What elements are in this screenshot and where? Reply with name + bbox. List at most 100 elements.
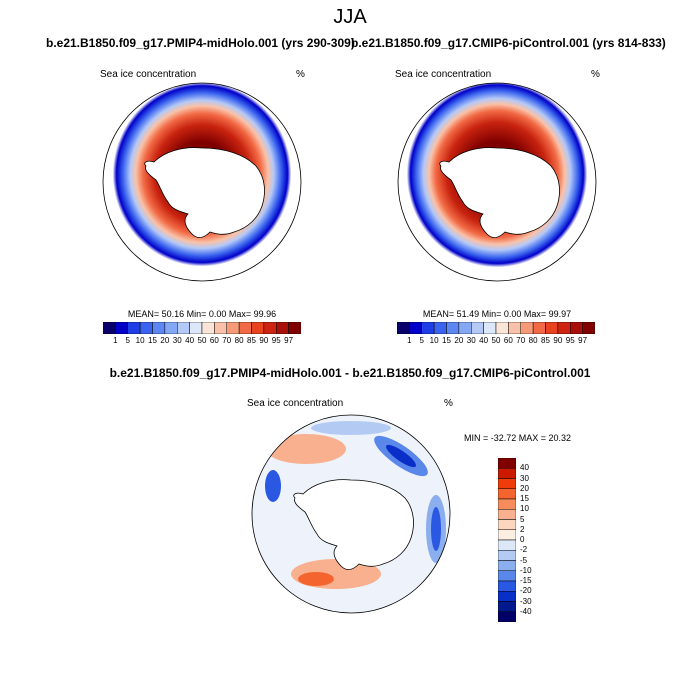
diff-colorbar-tick-label: -40 [520,606,532,616]
diff-colorbar-tick-label: -30 [520,596,532,606]
diff-stats: MIN = -32.72 MAX = 20.32 [464,433,572,443]
panel1-colorbar-swatch-14 [276,322,289,334]
diff-colorbar-swatch-1 [498,468,516,479]
panel1-title: b.e21.B1850.f09_g17.PMIP4-midHolo.001 (y… [46,36,355,50]
panel2-units-label: % [591,69,600,80]
panel1-colorbar-tick-label: 30 [172,336,182,345]
diff-colorbar-tick-label: -10 [520,565,532,575]
panel2-colorbar-swatch-7 [483,322,497,334]
panel2-colorbar-swatch-0 [397,322,410,334]
panel2-colorbar-tick-label: 97 [578,336,588,345]
diff-panel-title: b.e21.B1850.f09_g17.PMIP4-midHolo.001 - … [109,366,591,380]
panel2-colorbar-tick-label: 15 [442,336,451,345]
panel2-colorbar-swatch-2 [421,322,435,334]
panel2-colorbar-swatch-1 [409,322,422,334]
panel1-colorbar-tick-label: 50 [197,336,207,345]
panel2-map [397,82,597,282]
diff-variable-label: Sea ice concentration [247,398,344,409]
diff-colorbar-tick-label: 20 [520,483,529,493]
panel2-colorbar-tick-label: 30 [466,336,476,345]
panel2-colorbar-swatch-5 [458,322,472,334]
panel2-colorbar-swatch-13 [557,322,571,334]
diff-colorbar-tick-label: -15 [520,576,532,585]
panel1-colorbar-tick-label: 1 [113,336,118,345]
diff-units-label: % [444,398,453,409]
panel1-colorbar-tick-label: 40 [185,336,195,345]
panel1-colorbar-swatch-13 [263,322,277,334]
panel2-colorbar-tick-label: 85 [541,336,550,345]
diff-colorbar-swatch-5 [498,509,516,520]
panel2-stats: MEAN= 51.49 Min= 0.00 Max= 99.97 [422,309,572,319]
diff-colorbar-tick-label: -2 [520,545,528,555]
panel2-colorbar-swatch-11 [532,322,546,334]
panel1-map [102,82,302,282]
panel2-colorbar-ticks: 1 5 10 15 20 30 40 50 60 70 80 85 90 95 97 [397,336,595,348]
panel1-colorbar-swatch-11 [238,322,252,334]
panel2-antarctica-landmass [439,147,560,238]
diff-colorbar-swatch-7 [498,529,516,541]
panel2-colorbar-tick-label: 50 [491,336,501,345]
diff-colorbar-swatch-15 [498,611,516,622]
panel2-colorbar-tick-label: 1 [407,336,412,345]
panel1-colorbar-swatch-3 [139,322,153,334]
panel1-colorbar-tick-label: 85 [247,336,256,345]
panel2-colorbar-tick-label: 5 [419,336,424,345]
diff-colorbar-tick-label: 10 [520,504,529,514]
diff-colorbar-tick-label: 15 [520,494,529,503]
panel2-colorbar-swatch-12 [545,322,559,334]
diff-colorbar-swatch-8 [498,539,516,551]
panel2-colorbar-tick-label: 60 [503,336,513,345]
panel1-colorbar-ticks: 1 5 10 15 20 30 40 50 60 70 80 85 90 95 97 [103,336,301,348]
panel2-colorbar-tick-label: 10 [429,336,439,345]
panel1-colorbar-swatch-2 [127,322,141,334]
diff-strong-negative-anomaly-east [431,507,441,551]
panel1-stats: MEAN= 50.16 Min= 0.00 Max= 99.96 [127,309,277,319]
diff-map [251,414,451,614]
diff-colorbar-swatch-10 [498,560,516,571]
panel2-colorbar-tick-label: 20 [454,336,464,345]
panel1-colorbar-tick-label: 95 [271,336,281,345]
panel2-colorbar-swatch-4 [446,322,460,334]
panel1-colorbar-tick-label: 90 [259,336,269,345]
diff-colorbar-tick-label: 30 [520,473,529,483]
panel1-colorbar-swatch-7 [189,322,203,334]
diff-strong-positive-anomaly [298,572,334,586]
diff-colorbar-tick-label: 2 [520,524,525,534]
diff-colorbar-tick-label: 0 [520,535,525,544]
panel2-colorbar-swatch-15 [582,322,595,334]
diff-colorbar-tick-label: 5 [520,514,525,524]
diff-colorbar-swatch-4 [498,498,516,510]
diff-colorbar-swatch-6 [498,519,516,530]
diff-colorbar [498,458,516,622]
diff-weak-negative-anomaly-north [311,421,391,435]
panel2-variable-label: Sea ice concentration [395,69,492,80]
panel2-colorbar-tick-label: 40 [479,336,489,345]
panel1-colorbar-swatch-15 [288,322,301,334]
diff-colorbar-swatch-14 [498,601,516,612]
panel1-colorbar-swatch-10 [226,322,240,334]
diff-colorbar-swatch-13 [498,591,516,602]
panel2-colorbar [397,322,595,334]
panel1-colorbar-swatch-8 [201,322,215,334]
diff-colorbar-swatch-2 [498,478,516,489]
diff-antarctica-landmass [293,479,414,570]
diff-colorbar-swatch-3 [498,488,516,500]
panel1-colorbar [103,322,301,334]
panel2-colorbar-tick-label: 70 [516,336,526,345]
panel1-colorbar-tick-label: 70 [222,336,232,345]
diff-positive-anomaly-north [266,434,346,464]
panel1-colorbar-tick-label: 5 [125,336,130,345]
panel1-colorbar-swatch-5 [164,322,178,334]
panel1-colorbar-swatch-6 [177,322,190,334]
diff-negative-anomaly-west [265,470,281,502]
diff-colorbar-tick-label: 40 [520,463,529,473]
diff-colorbar-swatch-9 [498,550,516,561]
panel1-colorbar-swatch-0 [103,322,116,334]
panel2-colorbar-tick-label: 95 [565,336,575,345]
panel2-colorbar-tick-label: 80 [528,336,538,345]
diff-colorbar-ticks: 40 30 20 15 10 5 2 0 -2 -5 -10 -15 -20 -30 -40 [520,458,550,622]
panel2-colorbar-swatch-9 [508,322,521,334]
diff-colorbar-swatch-0 [498,458,516,469]
panel1-colorbar-swatch-4 [152,322,166,334]
panel1-colorbar-swatch-9 [214,322,227,334]
